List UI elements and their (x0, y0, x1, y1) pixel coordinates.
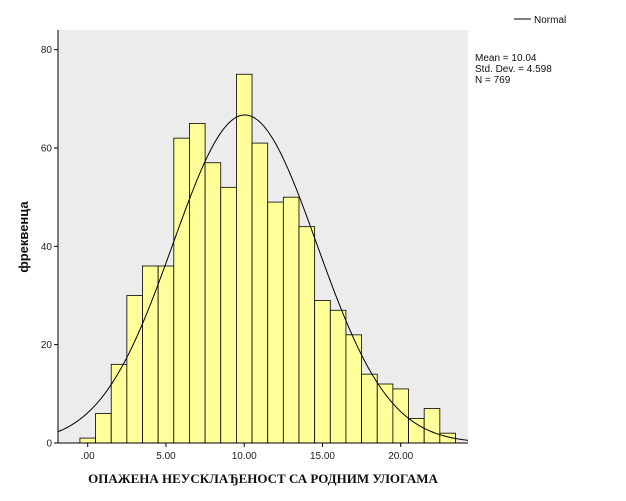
histogram-bar-2 (110, 363, 128, 444)
x-tick-label: .00 (81, 451, 95, 462)
histogram-bar-12 (267, 201, 284, 444)
histogram-bar-21 (408, 418, 425, 444)
histogram-bar-4 (142, 265, 159, 444)
histogram-bars (79, 73, 456, 444)
histogram-bar-13 (282, 196, 300, 444)
y-tick-label: 60 (41, 144, 53, 155)
histogram-bar-0 (79, 437, 96, 444)
x-tick-label: 5.00 (156, 451, 176, 462)
y-tick-label: 40 (41, 242, 53, 253)
x-tick-label: 20.00 (388, 451, 413, 462)
histogram-bar-15 (314, 300, 331, 444)
stats-box: Mean = 10.04 Std. Dev. = 4.598 N = 769 (475, 53, 552, 86)
histogram-bar-7 (189, 123, 206, 444)
y-tick-label: 80 (41, 45, 53, 56)
stat-n: N = 769 (475, 75, 511, 86)
stat-std-dev: Std. Dev. = 4.598 (475, 64, 552, 75)
histogram-bar-11 (251, 142, 269, 444)
histogram-bar-6 (173, 137, 190, 444)
legend: Normal (514, 15, 566, 26)
histogram-bar-3 (126, 295, 143, 444)
histogram-bar-22 (423, 408, 441, 444)
y-tick-label: 20 (41, 340, 53, 351)
y-tick-label: 0 (46, 439, 52, 450)
histogram-bar-8 (204, 162, 222, 444)
x-axis-label: ОПАЖЕНА НЕУСКЛАЂЕНОСТ СА РОДНИМ УЛОГАМА (88, 471, 438, 486)
y-axis-ticks: 0 20 40 60 80 (41, 45, 58, 450)
histogram-bar-1 (95, 413, 112, 444)
histogram-bar-16 (329, 309, 347, 444)
x-tick-label: 15.00 (310, 451, 335, 462)
histogram-bar-14 (298, 226, 316, 444)
stat-mean: Mean = 10.04 (475, 53, 537, 64)
histogram-bar-18 (361, 373, 378, 444)
histogram-bar-5 (157, 265, 175, 444)
y-axis-label: фреквенца (16, 201, 31, 273)
x-tick-label: 10.00 (232, 451, 257, 462)
legend-normal-label: Normal (534, 15, 566, 26)
normal-curve (57, 114, 469, 441)
histogram-bar-10 (235, 73, 253, 444)
histogram-bar-9 (220, 186, 237, 444)
histogram-bar-19 (376, 383, 394, 444)
x-axis-ticks: .00 5.00 10.00 15.00 20.00 (81, 443, 414, 462)
